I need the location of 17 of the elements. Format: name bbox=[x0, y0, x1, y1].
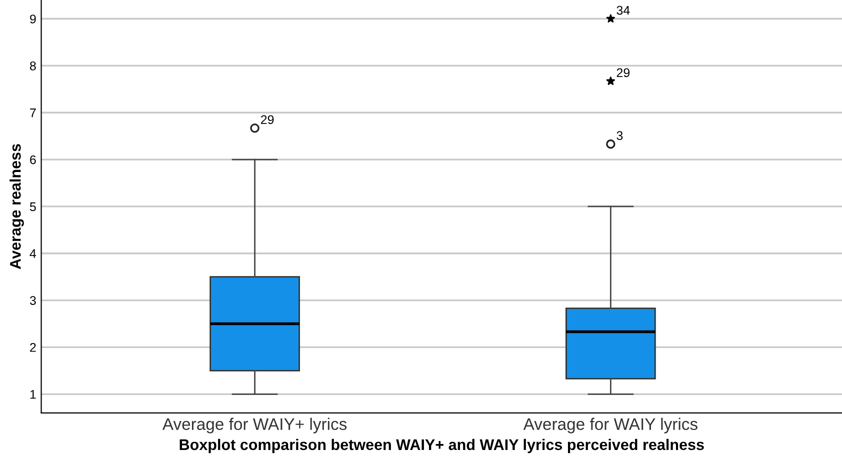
y-tick-label: 5 bbox=[30, 202, 36, 212]
y-tick-label: 9 bbox=[30, 14, 36, 24]
y-tick-label: 2 bbox=[30, 343, 36, 352]
y-tick-label: 8 bbox=[30, 61, 36, 70]
annotation: 34 bbox=[616, 6, 630, 15]
y-tick-label: 1 bbox=[30, 390, 36, 399]
y-tick-label: 4 bbox=[30, 249, 36, 258]
y-tick-label: 7 bbox=[30, 108, 36, 118]
x-tick-label: Average for WAIY lyrics bbox=[523, 418, 698, 434]
annotation: 29 bbox=[616, 68, 630, 78]
x-tick-label: Average for WAIY+ lyrics bbox=[162, 418, 347, 434]
annotation: 3 bbox=[616, 131, 623, 140]
y-tick-label: 6 bbox=[30, 155, 36, 164]
x-axis-title: Boxplot comparison between WAIY+ and WAIY lyrics perceived realness bbox=[180, 438, 704, 454]
annotation: 29 bbox=[260, 115, 274, 124]
y-axis-title: Average realness bbox=[10, 144, 24, 270]
y-tick-label: 3 bbox=[30, 296, 36, 305]
